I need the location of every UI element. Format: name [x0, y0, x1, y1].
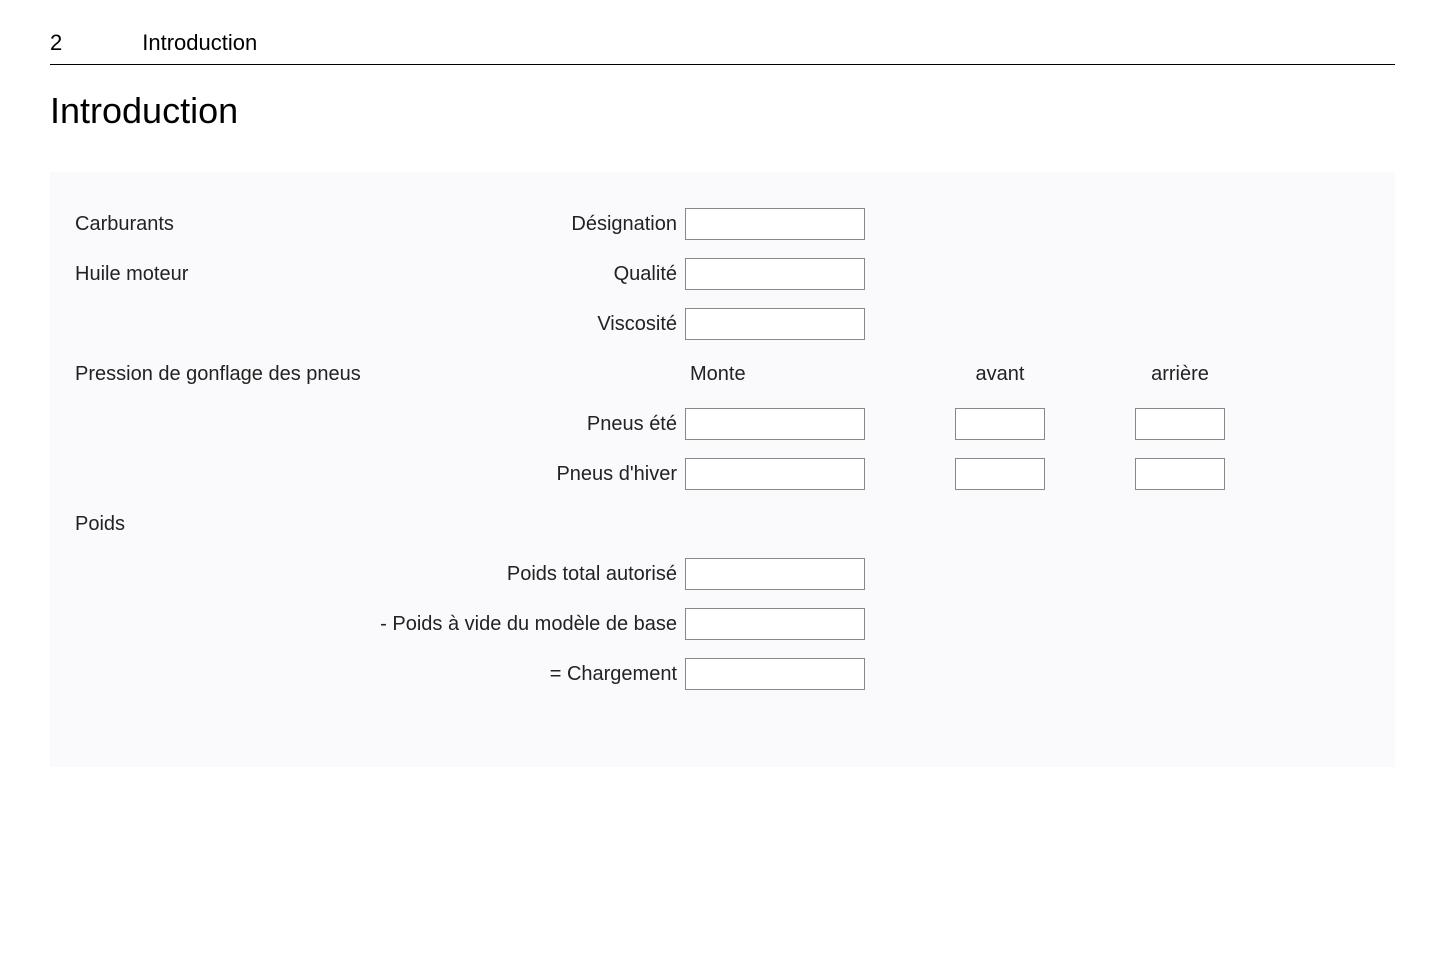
header-section-title: Introduction: [142, 30, 257, 56]
page-number: 2: [50, 30, 62, 56]
header-monte: Monte: [685, 363, 865, 386]
input-pneus-ete-avant[interactable]: [955, 408, 1045, 440]
row-poids-total: Poids total autorisé: [75, 557, 1370, 591]
section-carburants: Carburants: [75, 213, 455, 236]
row-poids-header: Poids: [75, 507, 1370, 541]
row-pression-header: Pression de gonflage des pneus Monte ava…: [75, 357, 1370, 391]
input-designation[interactable]: [685, 208, 865, 240]
header-avant: avant: [955, 363, 1045, 386]
input-pneus-hiver-monte[interactable]: [685, 458, 865, 490]
section-pression: Pression de gonflage des pneus: [75, 363, 455, 386]
input-poids-total[interactable]: [685, 558, 865, 590]
row-viscosite: Viscosité: [75, 307, 1370, 341]
row-pneus-ete: Pneus été: [75, 407, 1370, 441]
input-chargement[interactable]: [685, 658, 865, 690]
input-qualite[interactable]: [685, 258, 865, 290]
input-pneus-ete-arriere[interactable]: [1135, 408, 1225, 440]
header-divider: [50, 64, 1395, 65]
label-pneus-hiver: Pneus d'hiver: [455, 463, 685, 486]
page-header: 2 Introduction: [50, 30, 1395, 56]
label-designation: Désignation: [455, 213, 685, 236]
row-poids-vide: - Poids à vide du modèle de base: [75, 607, 1370, 641]
input-pneus-ete-monte[interactable]: [685, 408, 865, 440]
input-pneus-hiver-arriere[interactable]: [1135, 458, 1225, 490]
header-arriere: arrière: [1135, 363, 1225, 386]
input-pneus-hiver-avant[interactable]: [955, 458, 1045, 490]
section-huile-moteur: Huile moteur: [75, 263, 455, 286]
label-pneus-ete: Pneus été: [455, 413, 685, 436]
input-poids-vide[interactable]: [685, 608, 865, 640]
label-chargement: = Chargement: [375, 663, 685, 686]
input-viscosite[interactable]: [685, 308, 865, 340]
row-pneus-hiver: Pneus d'hiver: [75, 457, 1370, 491]
label-poids-total: Poids total autorisé: [375, 563, 685, 586]
row-carburants: Carburants Désignation: [75, 207, 1370, 241]
label-qualite: Qualité: [455, 263, 685, 286]
section-poids: Poids: [75, 513, 455, 536]
row-huile-moteur: Huile moteur Qualité: [75, 257, 1370, 291]
label-poids-vide: - Poids à vide du modèle de base: [375, 613, 685, 636]
row-chargement: = Chargement: [75, 657, 1370, 691]
vehicle-spec-form: Carburants Désignation Huile moteur Qual…: [50, 172, 1395, 767]
label-viscosite: Viscosité: [455, 313, 685, 336]
page-title: Introduction: [50, 90, 1395, 132]
